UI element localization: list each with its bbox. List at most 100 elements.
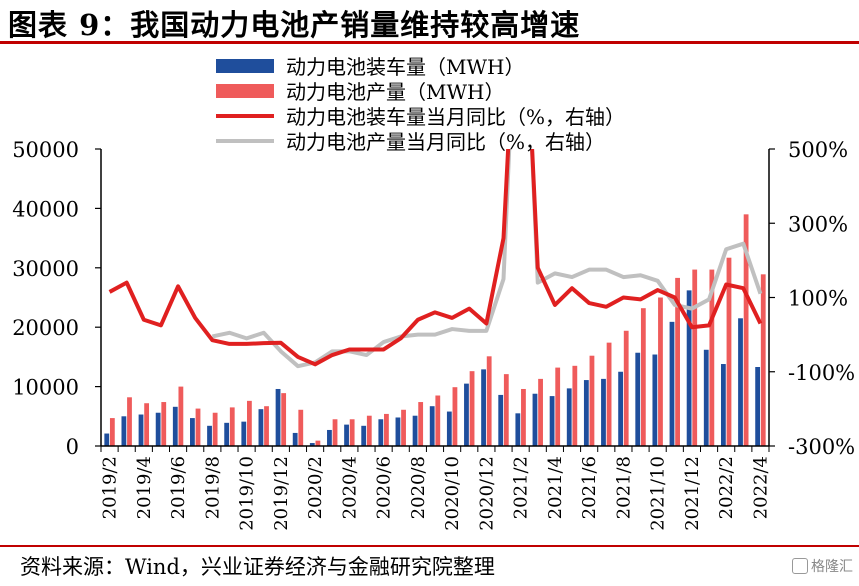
y-tick-label: 10000	[12, 376, 79, 400]
bar-installed	[738, 318, 743, 446]
bar-production	[195, 408, 201, 446]
y2-tick-label: 500%	[788, 138, 848, 162]
source-note: 资料来源：Wind，兴业证券经济与金融研究院整理	[20, 555, 495, 579]
bar-installed	[292, 432, 298, 446]
y2-tick-label: 300%	[788, 212, 848, 236]
y-tick-label: 40000	[12, 197, 79, 221]
x-tick-label: 2020/10	[442, 456, 463, 531]
bar-installed	[275, 388, 281, 446]
bar-installed	[669, 321, 675, 446]
legend-swatch	[216, 59, 274, 73]
bar-installed	[155, 412, 161, 446]
x-tick-label: 2019/12	[271, 456, 292, 531]
bar-installed	[378, 419, 384, 446]
bar-production	[366, 415, 372, 446]
x-tick-label: 2021/6	[579, 456, 600, 519]
bar-installed	[549, 396, 555, 446]
bar-installed	[138, 414, 144, 446]
bar-installed	[652, 354, 658, 446]
bar-production	[229, 407, 235, 446]
bar-installed	[344, 424, 349, 446]
bar-production	[452, 387, 458, 446]
watermark: 格隆汇	[792, 556, 853, 576]
bar-installed	[241, 421, 247, 446]
x-tick-label: 2022/4	[750, 456, 771, 519]
bar-production	[144, 403, 150, 446]
bar-production	[658, 297, 663, 446]
bar-installed	[412, 415, 418, 446]
bar-installed	[498, 394, 504, 446]
bar-installed	[327, 429, 332, 446]
bar-production	[161, 402, 167, 446]
bar-installed	[566, 388, 572, 446]
bar-production	[743, 214, 749, 446]
x-tick-label: 2021/12	[682, 456, 703, 531]
x-tick-label: 2019/8	[202, 456, 223, 519]
bar-production	[435, 395, 441, 446]
x-tick-label: 2021/4	[545, 456, 566, 519]
bar-production	[264, 406, 269, 446]
line-installed-yoy	[108, 149, 763, 367]
bar-installed	[258, 409, 264, 446]
x-tick-label: 2020/2	[305, 456, 326, 519]
bar-installed	[481, 369, 486, 446]
x-tick-label: 2019/10	[237, 456, 258, 531]
bar-installed	[635, 352, 641, 446]
bar-production	[401, 409, 406, 446]
bar-production	[555, 367, 561, 446]
bar-production	[315, 440, 321, 446]
bar-production	[178, 386, 184, 446]
bar-production	[384, 413, 389, 446]
bar-installed	[395, 417, 401, 446]
y-tick-label: 30000	[12, 257, 79, 281]
y-tick-label: 20000	[12, 316, 79, 340]
source-divider	[0, 545, 859, 547]
y-tick-label: 50000	[12, 138, 79, 162]
bar-production	[246, 400, 252, 446]
bar-production	[538, 378, 543, 446]
bar-installed	[309, 443, 315, 446]
x-tick-label: 2020/4	[339, 456, 360, 519]
legend-label: 动力电池装车量当月同比（%，右轴）	[286, 105, 625, 129]
bar-production	[332, 419, 338, 446]
bar-installed	[755, 367, 761, 446]
bar-installed	[429, 406, 435, 446]
y-tick-label: 0	[66, 435, 79, 459]
y2-tick-label: -100%	[788, 361, 855, 385]
bar-production	[623, 330, 629, 446]
bar-production	[726, 257, 732, 446]
bar-production	[281, 393, 287, 446]
bar-installed	[224, 422, 230, 446]
bar-production	[503, 374, 509, 446]
legend-label: 动力电池装车量（MWH）	[286, 55, 524, 79]
bar-installed	[104, 433, 110, 446]
bar-production	[709, 269, 715, 446]
bar-production	[606, 342, 612, 446]
x-tick-label: 2019/6	[168, 456, 189, 519]
bar-production	[640, 308, 646, 446]
bar-production	[212, 412, 218, 446]
bar-production	[418, 402, 424, 446]
bar-installed	[720, 364, 726, 446]
bar-installed	[515, 413, 521, 446]
bar-installed	[532, 393, 538, 446]
bar-installed	[464, 383, 469, 446]
bar-production	[692, 269, 698, 446]
bar-installed	[618, 371, 624, 446]
x-tick-label: 2020/12	[476, 456, 497, 531]
bar-production	[109, 418, 115, 446]
bar-installed	[446, 411, 452, 446]
x-tick-label: 2021/2	[511, 456, 532, 519]
legend-label: 动力电池产量当月同比（%，右轴）	[286, 130, 605, 154]
x-tick-label: 2022/2	[716, 456, 737, 519]
title-divider	[0, 41, 859, 44]
bar-installed	[172, 406, 178, 446]
y2-tick-label: -300%	[788, 435, 855, 459]
bar-installed	[583, 380, 589, 446]
x-tick-label: 2020/6	[374, 456, 395, 519]
bar-installed	[207, 425, 212, 446]
y2-tick-label: 100%	[788, 287, 848, 311]
bar-installed	[361, 425, 367, 446]
legend-swatch	[216, 84, 274, 98]
bar-production	[521, 388, 526, 446]
